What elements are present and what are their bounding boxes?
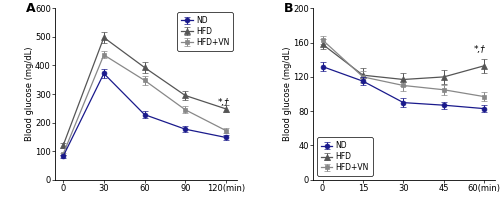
Text: A: A	[26, 1, 36, 14]
Legend: ND, HFD, HFD+VN: ND, HFD, HFD+VN	[178, 12, 233, 51]
Text: B: B	[284, 1, 294, 14]
Y-axis label: Blood glucose (mg/dL): Blood glucose (mg/dL)	[283, 47, 292, 141]
Y-axis label: Blood glucose (mg/dL): Blood glucose (mg/dL)	[24, 47, 34, 141]
Text: *,†: *,†	[218, 98, 230, 107]
Legend: ND, HFD, HFD+VN: ND, HFD, HFD+VN	[317, 138, 372, 176]
Text: *,†: *,†	[474, 45, 486, 54]
